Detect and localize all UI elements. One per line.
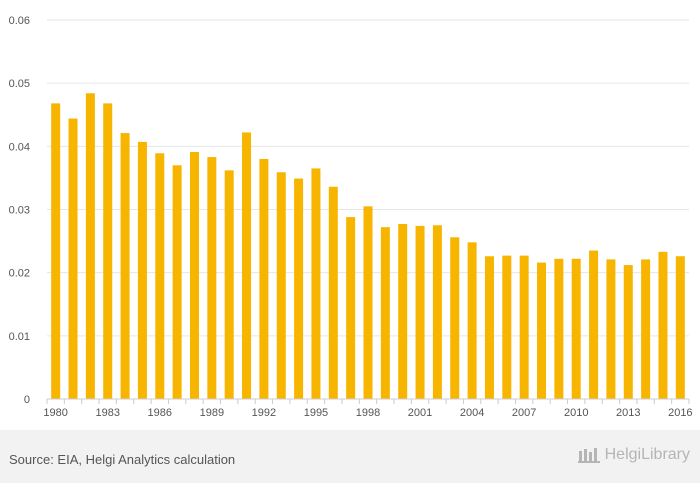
bar-1987[interactable]: [172, 165, 182, 399]
bar-1989[interactable]: [207, 157, 217, 399]
bar-2009[interactable]: [554, 258, 564, 399]
bar-2014[interactable]: [641, 259, 651, 399]
bar-2015[interactable]: [658, 251, 668, 399]
bar-1998[interactable]: [363, 206, 373, 399]
helgi-library-logo[interactable]: HelgiLibrary: [577, 446, 690, 464]
bar-2013[interactable]: [623, 265, 633, 399]
bar-1982[interactable]: [85, 93, 95, 400]
x-tick-label: 1995: [304, 407, 328, 419]
bar-1984[interactable]: [120, 133, 130, 399]
bar-1997[interactable]: [346, 217, 356, 399]
logo-text: HelgiLibrary: [604, 446, 690, 463]
bar-2006[interactable]: [502, 255, 512, 399]
bar-1981[interactable]: [68, 118, 78, 399]
bar-2002[interactable]: [432, 225, 442, 399]
y-tick-label: 0.06: [9, 15, 30, 27]
x-tick-label: 1992: [252, 407, 276, 419]
bars: [51, 93, 685, 400]
bar-1988[interactable]: [189, 152, 199, 399]
bar-2001[interactable]: [415, 225, 425, 399]
bar-1994[interactable]: [294, 178, 304, 399]
y-tick-label: 0.02: [9, 268, 30, 280]
bar-1986[interactable]: [155, 153, 165, 399]
y-tick-label: 0: [24, 394, 30, 406]
y-tick-label: 0.01: [9, 331, 30, 343]
x-tick-label: 2004: [460, 407, 484, 419]
y-tick-label: 0.03: [9, 205, 30, 217]
x-tick-label: 1998: [356, 407, 380, 419]
y-tick-label: 0.04: [9, 141, 30, 153]
x-tick-label: 1980: [43, 407, 67, 419]
bar-2016[interactable]: [675, 256, 685, 399]
bar-1995[interactable]: [311, 168, 321, 399]
y-tick-label: 0.05: [9, 78, 30, 90]
bar-1985[interactable]: [137, 141, 147, 399]
bar-2003[interactable]: [450, 237, 460, 399]
bar-1991[interactable]: [242, 132, 252, 400]
bar-2011[interactable]: [589, 250, 599, 399]
x-axis-ticks: 1980 1983 1986 1989 1992 1995 1998 2001 2004 2007…: [43, 399, 693, 419]
bar-2004[interactable]: [467, 242, 477, 399]
bar-1999[interactable]: [380, 227, 390, 399]
bar-chart: 00.010.020.030.040.050.06 1980 1983 1986 19…: [9, 15, 693, 419]
x-tick-label: 1986: [148, 407, 172, 419]
bar-1993[interactable]: [276, 172, 286, 399]
bar-2010[interactable]: [571, 258, 581, 399]
bar-2012[interactable]: [606, 259, 616, 399]
x-tick-label: 2001: [408, 407, 432, 419]
x-tick-label: 2013: [616, 407, 640, 419]
bar-2007[interactable]: [519, 255, 529, 399]
bar-2005[interactable]: [484, 256, 494, 399]
x-tick-label: 1989: [200, 407, 224, 419]
footer: Source: EIA, Helgi Analytics calculation…: [0, 430, 700, 483]
x-tick-label: 2016: [668, 407, 692, 419]
bar-1983[interactable]: [103, 103, 113, 399]
bar-1996[interactable]: [328, 186, 338, 399]
bar-2008[interactable]: [537, 262, 547, 399]
x-tick-label: 1983: [95, 407, 119, 419]
x-tick-label: 2010: [564, 407, 588, 419]
bar-1990[interactable]: [224, 170, 234, 399]
bar-2000[interactable]: [398, 224, 408, 399]
source-note: Source: EIA, Helgi Analytics calculation: [9, 452, 236, 467]
x-tick-label: 2007: [512, 407, 536, 419]
y-axis-tick-labels: 0 0.01 0.02 0.03 0.04 0.05 0.06: [9, 15, 30, 406]
bar-1980[interactable]: [51, 103, 61, 399]
library-icon: [577, 448, 600, 463]
bar-1992[interactable]: [259, 158, 269, 399]
